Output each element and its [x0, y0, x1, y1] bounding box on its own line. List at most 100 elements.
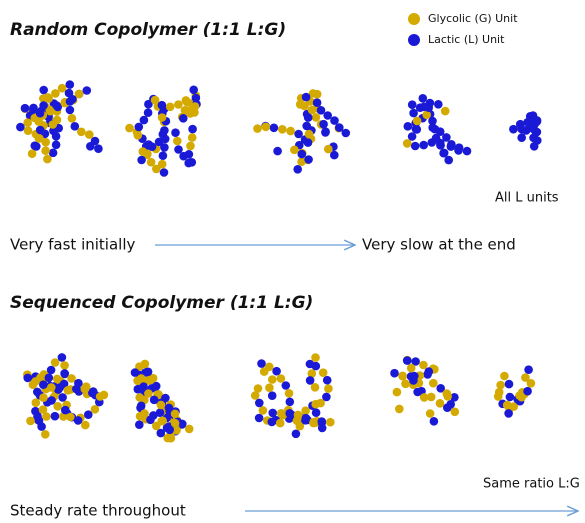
- legend-label: Glycolic (G) Unit: [428, 12, 518, 25]
- monomer-unit: [67, 374, 76, 383]
- monomer-unit: [265, 383, 274, 393]
- monomer-unit: [156, 400, 166, 410]
- monomer-unit: [436, 384, 446, 393]
- monomer-unit: [509, 124, 518, 134]
- monomer-unit: [411, 357, 420, 366]
- monomer-unit: [186, 109, 195, 118]
- monomer-unit: [323, 111, 333, 120]
- monomer-unit: [410, 141, 420, 151]
- monomer-unit: [157, 100, 167, 110]
- monomer-unit: [57, 83, 67, 93]
- monomer-unit: [401, 379, 410, 389]
- monomer-unit: [70, 122, 80, 131]
- monomer-unit: [291, 429, 301, 439]
- monomer-unit: [303, 138, 313, 147]
- monomer-unit: [136, 401, 146, 411]
- monomer-unit: [395, 404, 404, 414]
- monomer-unit: [341, 128, 351, 138]
- monomer-unit: [51, 140, 61, 150]
- monomer-unit: [64, 88, 74, 98]
- monomer-unit: [424, 367, 434, 376]
- legend-label: Lactic (L) Unit: [428, 33, 505, 46]
- monomer-unit: [440, 106, 450, 116]
- monomer-unit: [88, 388, 97, 398]
- monomer-unit: [322, 375, 332, 385]
- monomer-unit: [409, 376, 418, 385]
- monomer-unit: [311, 408, 321, 418]
- monomer-unit: [267, 391, 277, 401]
- monomer-unit: [23, 373, 32, 383]
- sequenced-chains: [23, 353, 536, 443]
- monomer-unit: [58, 393, 67, 402]
- monomer-unit: [72, 384, 81, 394]
- monomer-unit: [284, 389, 294, 398]
- monomer-unit: [53, 402, 62, 411]
- monomer-unit: [312, 89, 322, 99]
- monomer-unit: [34, 416, 44, 425]
- monomer-unit: [65, 80, 75, 89]
- monomer-unit: [150, 95, 160, 105]
- rate-label: Steady rate throughout: [10, 502, 186, 520]
- monomer-unit: [276, 374, 286, 383]
- monomer-unit: [189, 85, 198, 95]
- monomer-unit: [82, 86, 92, 95]
- bottom-title: Sequenced Copolymer (1:1 L:G): [10, 293, 313, 313]
- monomer-unit: [406, 363, 416, 373]
- monomer-unit: [324, 384, 333, 393]
- monomer-unit: [35, 125, 45, 135]
- monomer-unit: [293, 165, 303, 174]
- monomer-unit: [307, 369, 317, 378]
- note: All L units: [495, 191, 559, 206]
- monomer-unit: [41, 137, 50, 147]
- monomer-unit: [304, 155, 313, 164]
- monomer-unit: [412, 125, 422, 134]
- monomer-unit: [409, 108, 418, 118]
- monomer-unit: [268, 408, 278, 418]
- monomer-unit: [86, 142, 95, 151]
- monomer-unit: [305, 376, 315, 385]
- monomer-unit: [51, 132, 61, 141]
- monomer-unit: [324, 144, 333, 154]
- monomer-unit: [29, 103, 38, 113]
- monomer-unit: [135, 420, 144, 430]
- monomer-unit: [74, 89, 84, 99]
- monomer-unit: [144, 376, 153, 385]
- monomer-unit: [533, 136, 542, 145]
- monomer-unit: [265, 362, 274, 372]
- monomer-unit: [50, 358, 60, 367]
- monomer-unit: [61, 405, 70, 415]
- monomer-unit: [446, 400, 456, 409]
- monomer-unit: [267, 417, 277, 427]
- monomer-unit: [261, 122, 271, 132]
- monomer-unit: [186, 141, 195, 151]
- monomer-unit: [51, 89, 60, 98]
- monomer-unit: [422, 110, 432, 120]
- monomer-unit: [65, 105, 75, 115]
- monomer-unit: [275, 418, 285, 428]
- monomer-unit: [33, 387, 42, 397]
- monomer-unit: [258, 406, 268, 415]
- monomer-unit: [330, 150, 339, 160]
- monomer-unit: [52, 374, 62, 384]
- monomer-unit: [23, 118, 32, 127]
- monomer-unit: [531, 127, 541, 137]
- monomer-unit: [305, 359, 315, 369]
- monomer-unit: [133, 131, 143, 140]
- monomer-unit: [191, 93, 201, 103]
- monomer-unit: [135, 393, 144, 402]
- monomer-unit: [164, 403, 174, 413]
- monomer-unit: [446, 142, 456, 151]
- monomer-unit: [66, 412, 75, 422]
- monomer-unit: [311, 353, 320, 362]
- monomer-unit: [309, 418, 318, 428]
- monomer-unit: [496, 380, 505, 390]
- monomer-unit: [450, 407, 460, 417]
- monomer-unit: [90, 405, 100, 414]
- monomer-unit: [430, 124, 440, 134]
- monomer-unit: [311, 399, 321, 409]
- monomer-unit: [179, 151, 188, 161]
- monomer-unit: [143, 108, 153, 117]
- monomer-unit: [526, 379, 536, 388]
- monomer-unit: [253, 384, 263, 393]
- monomer-unit: [39, 85, 48, 95]
